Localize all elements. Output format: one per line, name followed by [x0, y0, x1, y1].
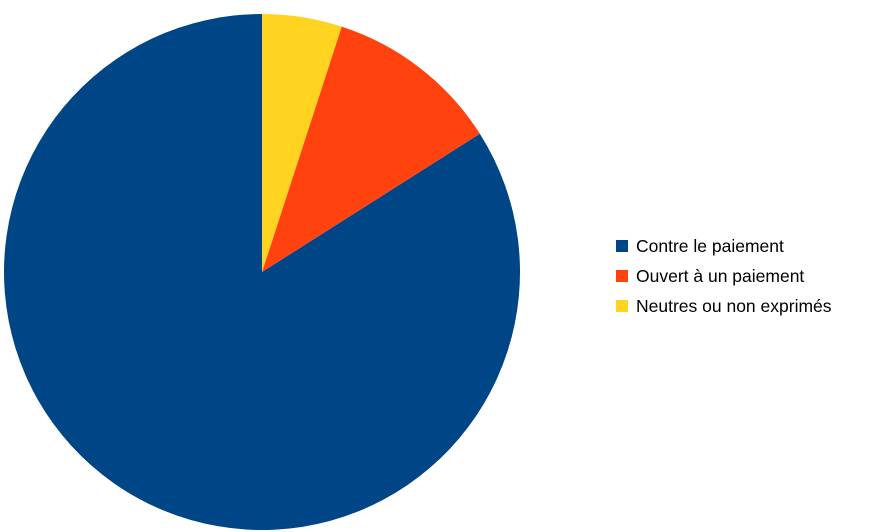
pie-slice-3: [262, 14, 342, 272]
pie-slices: [3, 14, 521, 530]
legend: Contre le paiement Ouvert à un paiement …: [616, 231, 866, 321]
legend-swatch: [616, 270, 628, 282]
pie-slice-1: [3, 14, 521, 530]
legend-item-contre: Contre le paiement: [616, 231, 866, 261]
legend-swatch: [616, 240, 628, 252]
legend-item-ouvert: Ouvert à un paiement: [616, 261, 866, 291]
legend-label: Neutres ou non exprimés: [636, 296, 832, 316]
legend-swatch: [616, 300, 628, 312]
legend-label: Ouvert à un paiement: [636, 266, 805, 286]
legend-item-neutres: Neutres ou non exprimés: [616, 291, 866, 321]
legend-label: Contre le paiement: [636, 236, 784, 256]
pie-slice-2: [262, 26, 480, 273]
